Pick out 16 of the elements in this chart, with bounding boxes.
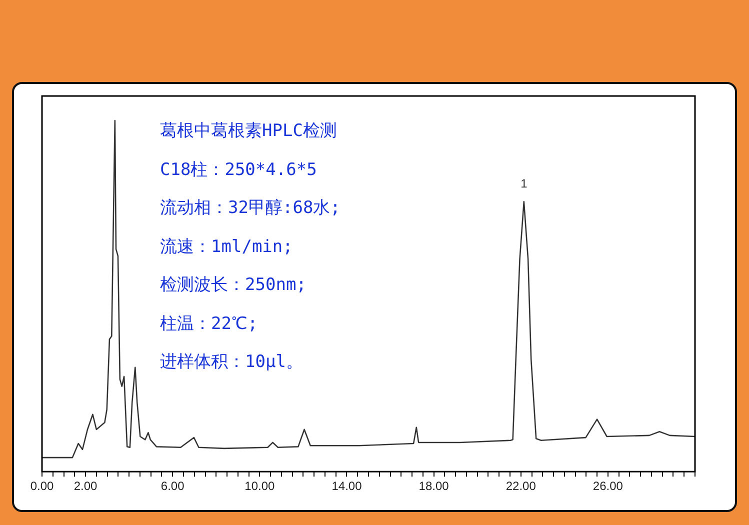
annotation: 流动相：32甲醇:68水; xyxy=(160,197,340,220)
x-tick-label: 18.00 xyxy=(418,479,450,494)
x-tick-label: 2.00 xyxy=(74,479,98,494)
x-tick-label: 10.00 xyxy=(244,479,276,494)
x-tick-label: 14.00 xyxy=(332,479,362,494)
annotation: 检测波长：250nm; xyxy=(160,274,308,297)
annotation: C18柱：250*4.6*5 xyxy=(160,158,318,182)
annotation: 柱温：22℃; xyxy=(160,312,259,336)
x-tick-label: 22.00 xyxy=(506,479,536,494)
annotation: 进样体积：10μl。 xyxy=(160,351,304,374)
x-tick-label: 0.00 xyxy=(30,479,54,494)
x-tick-label: 6.00 xyxy=(160,479,185,494)
annotation: 葛根中葛根素HPLC检测 xyxy=(160,120,338,143)
x-tick-label: 26.00 xyxy=(592,479,624,494)
annotation: 1 xyxy=(520,176,528,191)
annotation: 流速：1ml/min; xyxy=(160,236,294,258)
